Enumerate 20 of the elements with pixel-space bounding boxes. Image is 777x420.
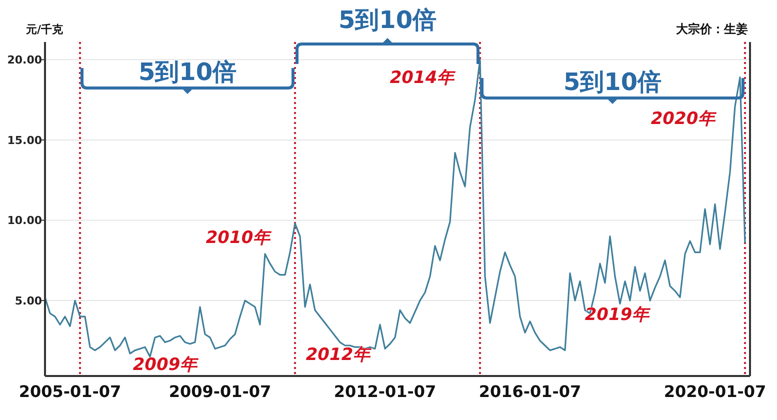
chart-title: 大宗价：生姜	[676, 22, 748, 36]
y-tick-label: 10.00	[7, 214, 42, 228]
x-tick-label: 2005-01-07	[18, 382, 122, 401]
annotation: 2012年	[306, 345, 372, 365]
annotation: 5到10倍	[138, 58, 237, 86]
text: 5到10倍	[338, 6, 437, 34]
y-tick-label: 5.00	[14, 294, 42, 308]
y-tick-label: 20.00	[7, 54, 42, 67]
annotation: 2009年	[132, 355, 200, 375]
annotation: 2014年	[390, 68, 456, 88]
annotation: 2019年	[584, 305, 652, 325]
x-tick-label: 2009-01-07	[168, 382, 272, 401]
x-tick-label: 2016-01-07	[478, 382, 582, 401]
annotation: 5到10倍	[563, 68, 662, 96]
y-tick-label: 15.00	[7, 134, 42, 147]
y-axis-title: 元/千克	[25, 23, 64, 36]
annotation: 2020年	[650, 109, 718, 129]
x-tick-label: 2012-01-07	[334, 382, 436, 401]
x-tick-label: 2020-01-07	[664, 382, 766, 401]
annotation: 2010年	[206, 228, 272, 248]
